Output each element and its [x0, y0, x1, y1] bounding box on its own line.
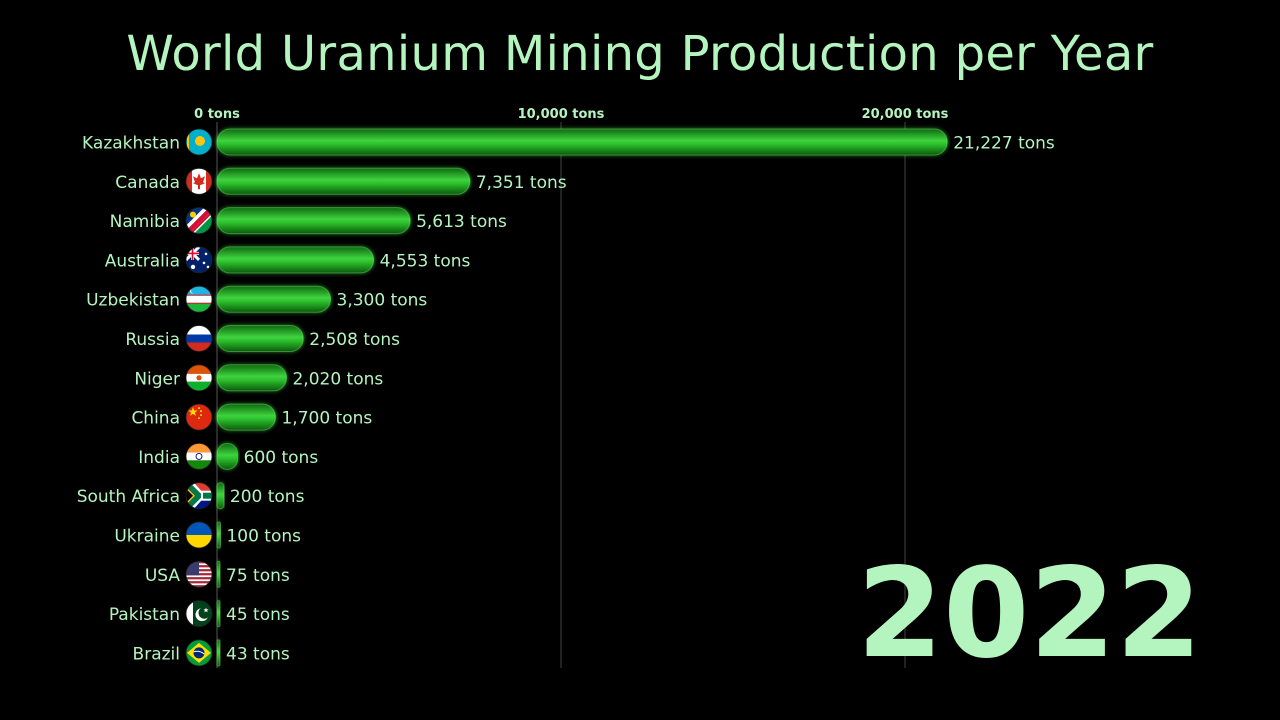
category-label-niger: Niger: [134, 369, 180, 389]
value-label-china: 1,700 tons: [281, 409, 372, 429]
brazil-flag-icon: [185, 639, 213, 667]
india-flag-icon: [185, 442, 213, 470]
value-label-south-africa: 200 tons: [230, 487, 305, 507]
tick-label: 20,000 tons: [862, 107, 949, 122]
kazakhstan-flag-icon: [185, 128, 213, 156]
value-labels: 21,227 tons 7,351 tons 5,613 tons 4,553 ton…: [226, 134, 1055, 665]
year-label: 2022: [856, 542, 1202, 686]
bar-kazakhstan: [216, 128, 948, 156]
value-label-ukraine: 100 tons: [226, 527, 301, 547]
china-flag-icon: [185, 403, 213, 431]
value-label-pakistan: 45 tons: [226, 605, 290, 625]
category-label-uzbekistan: Uzbekistan: [86, 291, 180, 311]
category-label-ukraine: Ukraine: [114, 527, 180, 547]
bar-niger: [216, 364, 287, 392]
category-label-usa: USA: [145, 566, 181, 586]
bar-canada: [216, 167, 471, 195]
bar-brazil: [216, 639, 221, 667]
value-label-australia: 4,553 tons: [380, 251, 471, 271]
category-label-pakistan: Pakistan: [109, 605, 180, 625]
bar-india: [216, 442, 239, 470]
value-label-brazil: 43 tons: [226, 644, 290, 664]
flags: [185, 128, 213, 667]
value-label-canada: 7,351 tons: [476, 173, 567, 193]
value-label-india: 600 tons: [244, 448, 319, 468]
ukraine-flag-icon: [185, 521, 213, 549]
category-label-india: India: [138, 448, 180, 468]
usa-flag-icon: [185, 560, 213, 588]
chart-title: World Uranium Mining Production per Year: [126, 26, 1154, 82]
namibia-flag-icon: [185, 207, 213, 235]
bar-ukraine: [216, 521, 221, 549]
bar-pakistan: [216, 600, 221, 628]
bar-south-africa: [216, 482, 225, 510]
bar-namibia: [216, 207, 411, 235]
canada-flag-icon: [185, 167, 213, 195]
value-label-usa: 75 tons: [226, 566, 290, 586]
russia-flag-icon: [185, 325, 213, 352]
bars: [216, 128, 948, 667]
tick-label: 0 tons: [194, 107, 240, 122]
category-label-australia: Australia: [105, 251, 180, 271]
bar-russia: [216, 325, 304, 352]
gridlines: [216, 122, 906, 668]
axis-ticks: 0 tons 10,000 tons 20,000 tons: [194, 107, 949, 122]
value-label-namibia: 5,613 tons: [416, 212, 507, 232]
value-label-kazakhstan: 21,227 tons: [953, 134, 1055, 154]
bar-china: [216, 403, 276, 431]
category-labels: Kazakhstan Canada Namibia Australia Uzbekist…: [77, 134, 181, 665]
category-label-south-africa: South Africa: [77, 487, 180, 507]
value-label-niger: 2,020 tons: [292, 369, 383, 389]
south-africa-flag-icon: [185, 482, 213, 510]
bar-australia: [216, 246, 375, 274]
tick-label: 10,000 tons: [518, 107, 605, 122]
uzbekistan-flag-icon: [185, 285, 213, 313]
niger-flag-icon: [185, 364, 213, 392]
category-label-russia: Russia: [125, 330, 180, 350]
category-label-canada: Canada: [115, 173, 180, 193]
category-label-namibia: Namibia: [110, 212, 180, 232]
bar-uzbekistan: [216, 285, 332, 313]
category-label-china: China: [131, 409, 180, 429]
category-label-kazakhstan: Kazakhstan: [82, 134, 180, 154]
category-label-brazil: Brazil: [133, 644, 180, 664]
value-label-russia: 2,508 tons: [309, 330, 400, 350]
pakistan-flag-icon: [185, 600, 213, 627]
australia-flag-icon: [185, 246, 213, 274]
bar-usa: [216, 560, 221, 588]
value-label-uzbekistan: 3,300 tons: [337, 291, 428, 311]
